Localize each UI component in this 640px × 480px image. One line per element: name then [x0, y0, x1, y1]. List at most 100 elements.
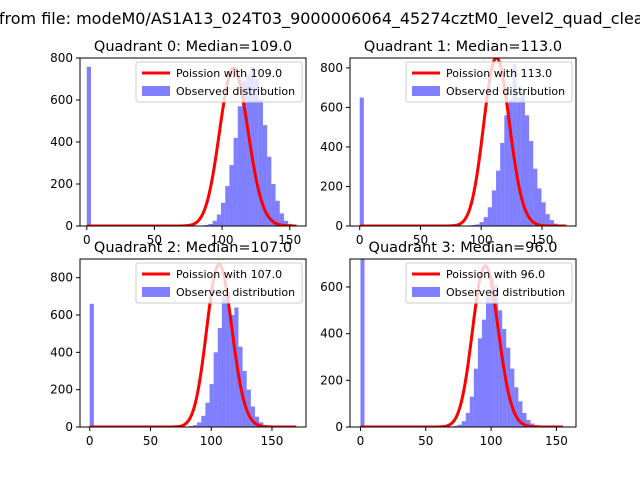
x-tick-label: 0: [356, 233, 364, 247]
histogram-bar: [545, 214, 550, 226]
legend: Poission with 113.0 Observed distribution: [405, 61, 573, 103]
legend-bar-swatch: [412, 86, 440, 96]
histogram-bar: [494, 284, 499, 427]
x-tick-label: 50: [418, 434, 433, 448]
histogram-bar: [512, 63, 517, 226]
histogram-bar: [201, 415, 206, 427]
histogram-bar: [461, 421, 466, 427]
histogram-bar: [453, 425, 458, 427]
histogram-bar: [485, 296, 491, 427]
histogram-bar: [241, 81, 247, 226]
histogram-bar: [526, 420, 531, 427]
histogram-bar: [360, 259, 365, 427]
axes-frame: [79, 258, 307, 428]
histogram-bar: [275, 200, 280, 226]
y-tick-label: 800: [50, 51, 73, 65]
histogram-bar: [209, 384, 214, 427]
histogram-bar: [469, 396, 474, 427]
histogram-bar: [465, 413, 470, 427]
histogram-bar: [510, 368, 515, 427]
histogram-bar: [533, 168, 538, 226]
histogram-bars: [359, 63, 567, 226]
histogram-bar: [522, 413, 527, 427]
histogram-bar: [500, 142, 505, 226]
histogram-bar: [226, 292, 231, 427]
histogram-bar: [520, 91, 525, 226]
y-tick-label: 200: [50, 177, 73, 191]
x-tick-label: 100: [200, 434, 223, 448]
histogram-bar: [197, 422, 202, 427]
histogram-bar: [258, 100, 263, 226]
histogram-bar: [246, 74, 251, 226]
x-tick-label: 0: [86, 434, 94, 448]
histogram-bar: [537, 188, 542, 226]
histogram-bar: [524, 115, 530, 226]
y-tick-label: 0: [335, 219, 343, 233]
x-tick-label: 150: [278, 233, 301, 247]
y-tick-label: 0: [335, 420, 343, 434]
histogram-bar: [205, 402, 210, 427]
legend-label-observed: Observed distribution: [176, 286, 295, 299]
x-tick-label: 50: [143, 434, 158, 448]
legend-bar-swatch: [412, 287, 440, 297]
subplot-title: Quadrant 1: Median=113.0: [364, 39, 562, 55]
histogram-bar: [514, 387, 519, 427]
histogram-bar: [204, 224, 209, 226]
histogram-bar: [237, 106, 242, 226]
histogram-bar: [549, 220, 554, 226]
histogram-bar: [487, 207, 492, 226]
subplot-quadrant-2: 0 50 100 150 0 200 400 600 800 Quadrant 2: Median…: [50, 240, 307, 448]
histogram-bar: [491, 190, 497, 226]
subplot-quadrant-1: 0 50 100 150 0 200 400 600 800 Quadrant 1: Median…: [320, 39, 577, 247]
legend-label-observed: Observed distribution: [446, 286, 565, 299]
y-tick-label: 400: [320, 140, 343, 154]
legend-label-poisson: Poission with 107.0: [176, 268, 282, 281]
y-tick-label: 800: [320, 61, 343, 75]
histogram-bar: [254, 416, 260, 427]
histogram-bar: [279, 213, 284, 226]
histogram-bar: [230, 315, 235, 427]
histogram-bar: [216, 214, 222, 226]
legend-label-observed: Observed distribution: [446, 85, 565, 98]
histogram-bar: [490, 277, 495, 427]
x-tick-label: 0: [83, 233, 91, 247]
legend-label-observed: Observed distribution: [176, 85, 295, 98]
legend: Poission with 96.0 Observed distribution: [405, 262, 573, 304]
histogram-bar: [498, 310, 503, 427]
axes-frame: [349, 57, 577, 227]
poisson-curve: [88, 262, 298, 427]
histogram-bar: [529, 141, 534, 226]
histogram-bar: [221, 202, 226, 226]
legend: Poission with 107.0 Observed distribution: [135, 262, 303, 304]
histogram-bar: [516, 97, 521, 226]
histogram-bar: [504, 115, 509, 226]
legend: Poission with 109.0 Observed distribution: [135, 61, 303, 103]
legend-bar-swatch: [142, 287, 170, 297]
legend-label-poisson: Poission with 113.0: [446, 67, 552, 80]
subplot-quadrant-3: 0 50 100 150 0 200 400 600 Quadrant 3: Median=96…: [320, 240, 577, 448]
y-tick-label: 800: [50, 271, 73, 285]
x-tick-label: 0: [357, 434, 365, 448]
histogram-bar: [86, 66, 91, 226]
legend-label-poisson: Poission with 96.0: [446, 268, 545, 281]
histogram-bar: [221, 296, 227, 427]
figure-title: Data from file: modeM0/AS1A13_024T03_900…: [0, 9, 640, 29]
histogram-bar: [254, 79, 259, 226]
histogram-bar: [193, 425, 198, 427]
histogram-bar: [208, 223, 213, 226]
histogram-bar: [541, 202, 546, 226]
axes-frame: [349, 258, 577, 428]
poisson-curve: [85, 66, 298, 226]
histogram-bar: [250, 66, 255, 226]
y-tick-label: 200: [320, 179, 343, 193]
histogram-bar: [212, 220, 217, 226]
y-tick-label: 400: [50, 345, 73, 359]
histogram-bars: [86, 66, 297, 226]
x-tick-label: 50: [147, 233, 162, 247]
histogram-bar: [89, 303, 94, 427]
histogram-bar: [283, 220, 289, 226]
histogram-bar: [225, 186, 230, 226]
poisson-curve: [358, 58, 568, 226]
poisson-curve: [359, 264, 564, 427]
